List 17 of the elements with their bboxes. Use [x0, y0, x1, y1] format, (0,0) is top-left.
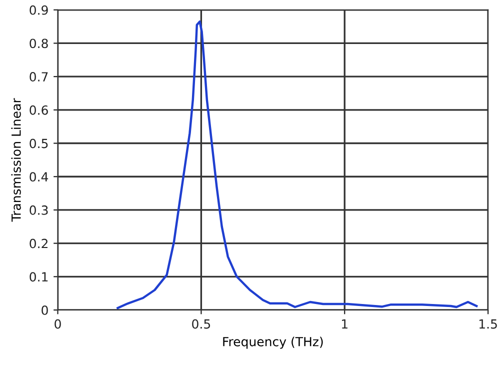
y-tick-label: 0.4 — [30, 172, 48, 182]
x-tick-label: 1.5 — [479, 319, 497, 329]
y-tick-label: 0.7 — [30, 72, 48, 82]
y-tick-label: 0.6 — [30, 105, 48, 115]
y-tick-label: 0 — [42, 305, 48, 315]
x-tick-label: 1 — [342, 319, 348, 329]
line-series — [116, 20, 478, 310]
y-tick-label: 0.3 — [30, 205, 48, 215]
y-tick-label: 0.8 — [30, 38, 48, 48]
x-tick-label: 0 — [54, 319, 61, 329]
y-tick-label: 0.2 — [30, 238, 48, 248]
y-axis-title: Transmission Linear — [11, 98, 21, 222]
x-tick-label: 0.5 — [192, 319, 210, 329]
y-tick-label: 0.5 — [30, 138, 48, 148]
x-axis-title: Frequency (THz) — [223, 336, 323, 349]
y-tick-label: 0.1 — [30, 272, 48, 282]
y-tick-label: 0.9 — [30, 5, 48, 15]
